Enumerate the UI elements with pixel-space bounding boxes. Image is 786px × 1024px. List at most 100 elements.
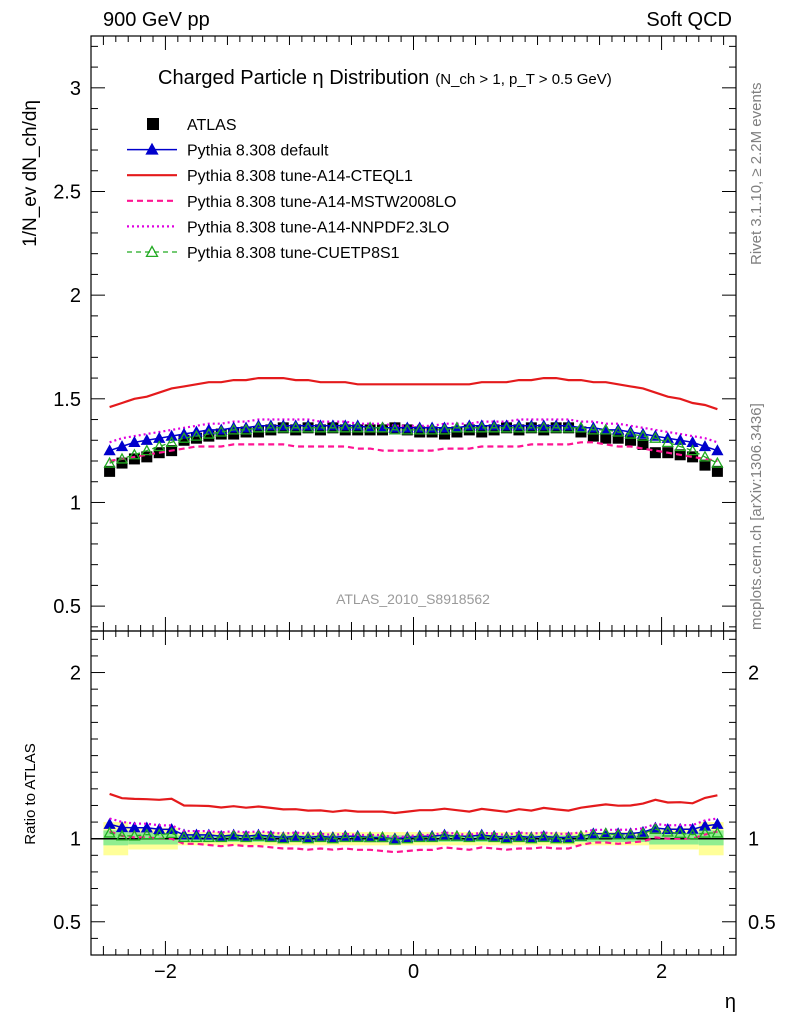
ratio-point-cuetp8s1	[153, 828, 166, 840]
main-point-atlas	[141, 451, 153, 463]
main-point-cuetp8s1	[674, 440, 687, 452]
main-point-cuetp8s1	[190, 429, 203, 441]
ratio-series-cuetp8s1	[103, 822, 724, 845]
main-point-default	[674, 433, 687, 445]
ratio-point-cuetp8s1	[401, 832, 414, 844]
main-point-cuetp8s1	[339, 421, 352, 433]
main-point-cuetp8s1	[463, 421, 476, 433]
ratio-point-cuetp8s1	[686, 828, 699, 840]
main-title: Charged Particle η Distribution	[158, 67, 429, 89]
xtick-label-2: 2	[656, 961, 667, 983]
xlabel: η	[725, 991, 736, 1013]
main-ytick-label-5: 3	[70, 78, 81, 100]
main-point-cuetp8s1	[264, 421, 277, 433]
main-point-atlas	[625, 434, 637, 446]
ratio-point-cuetp8s1	[190, 831, 203, 843]
ratio-point-cuetp8s1	[649, 822, 662, 834]
main-point-cuetp8s1	[624, 427, 637, 439]
main-point-atlas	[190, 432, 202, 444]
legend-item-default: Pythia 8.308 default	[127, 143, 329, 160]
ratio-point-cuetp8s1	[500, 832, 513, 844]
ratio-point-cuetp8s1	[537, 831, 550, 843]
main-point-cuetp8s1	[661, 436, 674, 447]
main-point-default	[140, 433, 153, 445]
legend-marker	[145, 142, 159, 155]
main-point-cuetp8s1	[165, 436, 178, 447]
main-point-cuetp8s1	[537, 421, 550, 433]
legend-label-cuetp8s1: Pythia 8.308 tune-CUETP8S1	[187, 245, 400, 262]
main-point-cuetp8s1	[301, 421, 315, 433]
main-point-cuetp8s1	[599, 423, 612, 435]
main-point-cuetp8s1	[512, 421, 526, 433]
main-point-default	[711, 444, 724, 456]
ratio-point-cuetp8s1	[698, 826, 712, 838]
main-point-cuetp8s1	[388, 423, 401, 435]
main-point-cuetp8s1	[202, 427, 215, 439]
legend-label-nnpdf: Pythia 8.308 tune-A14-NNPDF2.3LO	[187, 219, 449, 236]
main-point-atlas	[203, 430, 215, 442]
ratio-point-cuetp8s1	[140, 828, 153, 840]
ratio-point-cuetp8s1	[264, 831, 277, 843]
ratio-line-nnpdf	[109, 817, 718, 839]
main-point-default	[165, 429, 178, 441]
main-point-atlas	[104, 465, 116, 477]
ratio-point-cuetp8s1	[363, 831, 377, 843]
main-point-cuetp8s1	[252, 421, 265, 433]
ratio-point-cuetp8s1	[376, 831, 389, 843]
main-point-cuetp8s1	[475, 421, 488, 433]
main-point-cuetp8s1	[401, 423, 414, 435]
ratio-point-cuetp8s1	[587, 828, 600, 840]
ratio-point-cuetp8s1	[388, 833, 401, 845]
series-layer	[91, 377, 736, 854]
main-point-cuetp8s1	[326, 421, 339, 433]
ratio-point-cuetp8s1	[463, 831, 476, 843]
ratio-point-cuetp8s1	[301, 832, 315, 844]
main-point-cuetp8s1	[574, 421, 588, 433]
main-point-cuetp8s1	[314, 421, 327, 433]
ratio-point-cuetp8s1	[165, 827, 178, 839]
main-ytick-label-3: 2	[70, 285, 81, 307]
main-title-sub: (N_ch > 1, p_T > 0.5 GeV)	[435, 71, 611, 88]
main-point-atlas	[699, 459, 711, 471]
main-point-cuetp8s1	[426, 423, 439, 435]
main-point-cuetp8s1	[500, 421, 513, 433]
header-right-label: Soft QCD	[646, 9, 732, 31]
main-point-cuetp8s1	[612, 425, 625, 437]
main-point-atlas	[687, 451, 699, 463]
main-point-cuetp8s1	[438, 423, 451, 435]
ratio-point-cuetp8s1	[711, 826, 724, 838]
ratio-ytick-label-right-0: 0.5	[748, 912, 776, 934]
header-left-label: 900 GeV pp	[103, 9, 210, 31]
main-point-atlas	[711, 465, 723, 477]
main-point-cuetp8s1	[550, 421, 563, 433]
ratio-point-cuetp8s1	[624, 828, 637, 840]
main-ytick-label-4: 2.5	[53, 181, 81, 203]
main-point-cuetp8s1	[698, 450, 712, 462]
main-point-atlas	[612, 432, 624, 444]
main-point-cuetp8s1	[153, 440, 166, 452]
ratio-point-cuetp8s1	[550, 832, 563, 844]
ratio-point-cuetp8s1	[438, 829, 451, 841]
ratio-point-cuetp8s1	[314, 831, 327, 843]
ratio-line-mstw	[109, 830, 718, 854]
ratio-ytick-label-left-1: 1	[70, 829, 81, 851]
ratio-point-cuetp8s1	[636, 827, 650, 839]
ratio-point-cuetp8s1	[227, 829, 240, 841]
ratio-point-cuetp8s1	[562, 832, 575, 844]
main-point-cuetp8s1	[363, 421, 377, 433]
xtick-label-0: −2	[154, 961, 177, 983]
ratio-ytick-label-left-0: 0.5	[53, 912, 81, 934]
ratio-ylabel: Ratio to ATLAS	[22, 743, 39, 844]
ratio-point-cuetp8s1	[351, 831, 364, 843]
legend-item-cuetp8s1: Pythia 8.308 tune-CUETP8S1	[127, 245, 400, 262]
main-ylabel: 1/N_ev dN_ch/dη	[20, 100, 41, 247]
legend-marker	[145, 245, 159, 258]
ratio-point-cuetp8s1	[674, 826, 687, 838]
ratio-point-cuetp8s1	[277, 832, 290, 844]
ratio-point-cuetp8s1	[128, 829, 141, 841]
main-point-cuetp8s1	[115, 452, 129, 464]
ratio-band-inner-0	[103, 830, 129, 846]
main-point-cuetp8s1	[128, 448, 141, 460]
